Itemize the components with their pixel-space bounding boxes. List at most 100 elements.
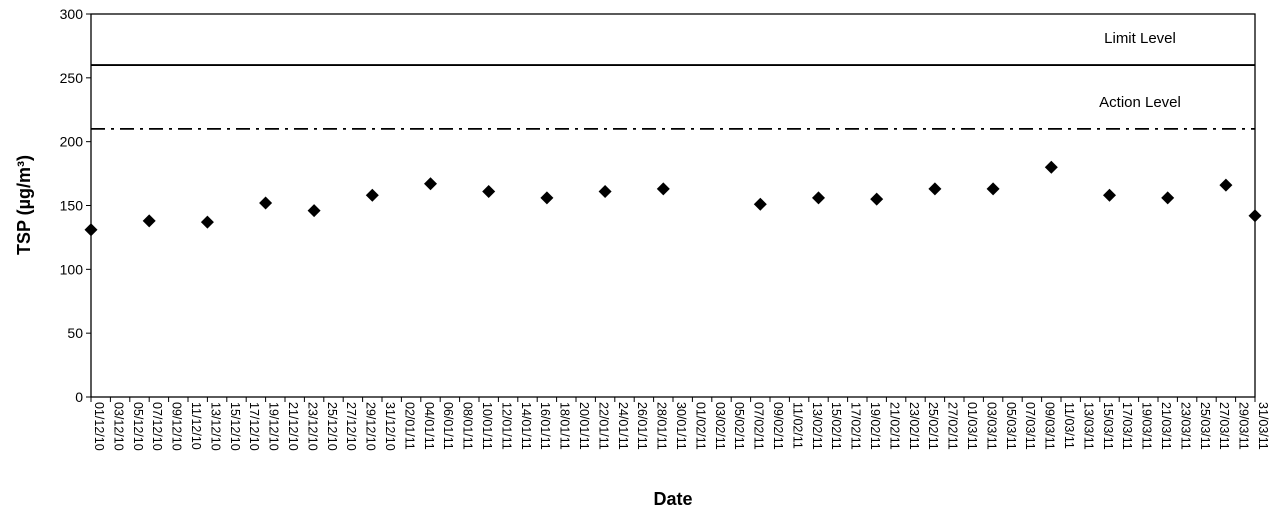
x-tick-label: 22/01/11 (596, 402, 610, 450)
x-tick-label: 07/02/11 (752, 402, 766, 450)
x-tick-label: 21/12/10 (286, 402, 300, 451)
data-point (812, 191, 825, 205)
x-tick-label: 25/12/10 (325, 402, 339, 451)
x-tick-label: 31/12/10 (383, 402, 397, 451)
x-tick-label: 05/03/11 (1004, 402, 1018, 450)
x-tick-label: 29/12/10 (364, 402, 378, 451)
x-tick-label: 01/03/11 (965, 402, 979, 450)
data-point (656, 182, 670, 196)
x-tick-label: 09/03/11 (1043, 402, 1057, 450)
data-point (200, 215, 214, 229)
x-tick-label: 25/02/11 (926, 402, 940, 450)
x-tick-label: 27/03/11 (1217, 402, 1231, 450)
x-tick-label: 14/01/11 (519, 402, 533, 450)
plot-frame (90, 13, 1256, 398)
x-tick-label: 11/02/11 (790, 402, 804, 449)
plot-area (90, 13, 1256, 398)
data-point (482, 184, 496, 198)
data-point (84, 223, 98, 237)
x-tick-label: 10/01/11 (480, 402, 494, 450)
x-tick-label: 19/02/11 (868, 402, 882, 450)
x-tick-label: 09/12/10 (170, 402, 184, 451)
x-tick-label: 16/01/11 (538, 402, 552, 450)
data-point (259, 196, 273, 210)
data-point (307, 204, 321, 218)
x-tick-label: 08/01/11 (461, 402, 475, 450)
x-tick-label: 25/03/11 (1198, 402, 1212, 450)
x-tick-label: 07/03/11 (1023, 402, 1037, 450)
x-tick-label: 24/01/11 (616, 402, 630, 450)
data-point (424, 177, 437, 191)
data-point (753, 197, 767, 211)
data-point (1219, 178, 1233, 192)
data-point (1248, 209, 1262, 223)
data-point (1161, 191, 1175, 205)
x-tick-label: 17/03/11 (1120, 402, 1134, 450)
x-tick-label: 11/12/10 (189, 402, 203, 450)
data-point (870, 192, 884, 206)
x-tick-label: 17/12/10 (247, 402, 261, 451)
y-axis: 0 50 100 150 200 250 300 (60, 6, 91, 405)
y-tick-label: 150 (60, 198, 84, 214)
limit-level-label: Limit Level (1104, 30, 1176, 47)
x-tick-label: 01/02/11 (693, 402, 707, 450)
x-axis-title: Date (653, 489, 692, 509)
x-tick-label: 20/01/11 (577, 402, 591, 450)
x-tick-label: 15/02/11 (829, 402, 843, 450)
action-level-label: Action Level (1099, 94, 1181, 111)
y-tick-label: 100 (60, 261, 84, 277)
x-tick-label: 29/03/11 (1237, 402, 1251, 450)
x-tick-label: 07/12/10 (150, 402, 164, 451)
x-tick-label: 30/01/11 (674, 402, 688, 450)
y-tick-label: 0 (75, 389, 83, 405)
data-point (365, 188, 379, 202)
x-tick-label: 23/02/11 (907, 402, 921, 450)
x-tick-label: 03/12/10 (111, 402, 125, 451)
x-tick-label: 23/12/10 (305, 402, 319, 451)
data-point (1044, 160, 1058, 174)
y-axis-title: TSP (µg/m³) (14, 155, 34, 255)
x-tick-label: 05/02/11 (732, 402, 746, 450)
y-tick-label: 300 (60, 6, 84, 22)
x-tick-label: 28/01/11 (655, 402, 669, 450)
x-tick-label: 13/03/11 (1081, 402, 1095, 450)
x-tick-label: 02/01/11 (402, 402, 416, 450)
data-point (598, 184, 612, 198)
x-tick-label: 23/03/11 (1178, 402, 1192, 450)
data-point (928, 182, 942, 196)
x-tick-label: 18/01/11 (558, 402, 572, 450)
x-tick-label: 05/12/10 (131, 402, 145, 451)
x-tick-label: 21/02/11 (887, 402, 901, 450)
x-tick-label: 15/03/11 (1101, 402, 1115, 450)
x-tick-label: 12/01/11 (499, 402, 513, 450)
data-point (540, 191, 554, 205)
data-point (986, 182, 1000, 196)
reference-lines: Limit Level Action Level (91, 30, 1255, 130)
x-tick-label: 03/03/11 (984, 402, 998, 450)
x-tick-label: 06/01/11 (441, 402, 455, 450)
data-point (142, 214, 156, 228)
x-tick-label: 27/12/10 (344, 402, 358, 451)
x-tick-label: 13/12/10 (208, 402, 222, 451)
x-tick-label: 21/03/11 (1159, 402, 1173, 450)
data-points (84, 160, 1262, 237)
x-tick-label: 15/12/10 (228, 402, 242, 451)
x-tick-label: 03/02/11 (713, 402, 727, 450)
x-tick-label: 27/02/11 (946, 402, 960, 450)
x-tick-label: 17/02/11 (849, 402, 863, 450)
x-tick-label: 01/12/10 (92, 402, 106, 451)
x-tick-label: 04/01/11 (422, 402, 436, 450)
y-tick-label: 50 (67, 325, 83, 341)
y-tick-label: 200 (60, 134, 84, 150)
x-tick-label: 09/02/11 (771, 402, 785, 450)
x-tick-label: 26/01/11 (635, 402, 649, 450)
y-tick-label: 250 (60, 70, 84, 86)
x-tick-label: 11/03/11 (1062, 402, 1076, 449)
x-axis: 01/12/10 03/12/10 05/12/10 07/12/10 09/12/10… (90, 397, 1270, 451)
x-tick-label: 19/12/10 (267, 402, 281, 451)
data-point (1103, 188, 1116, 202)
x-tick-label: 31/03/11 (1256, 402, 1270, 450)
x-tick-label: 13/02/11 (810, 402, 824, 450)
x-tick-label: 19/03/11 (1140, 402, 1154, 450)
